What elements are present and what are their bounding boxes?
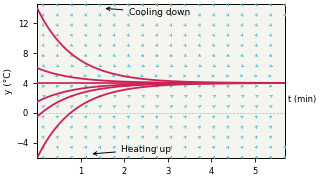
Text: t (min): t (min) (288, 95, 316, 104)
Y-axis label: y (°C): y (°C) (4, 68, 13, 94)
Text: Heating up: Heating up (93, 145, 171, 155)
Text: Cooling down: Cooling down (106, 7, 190, 17)
